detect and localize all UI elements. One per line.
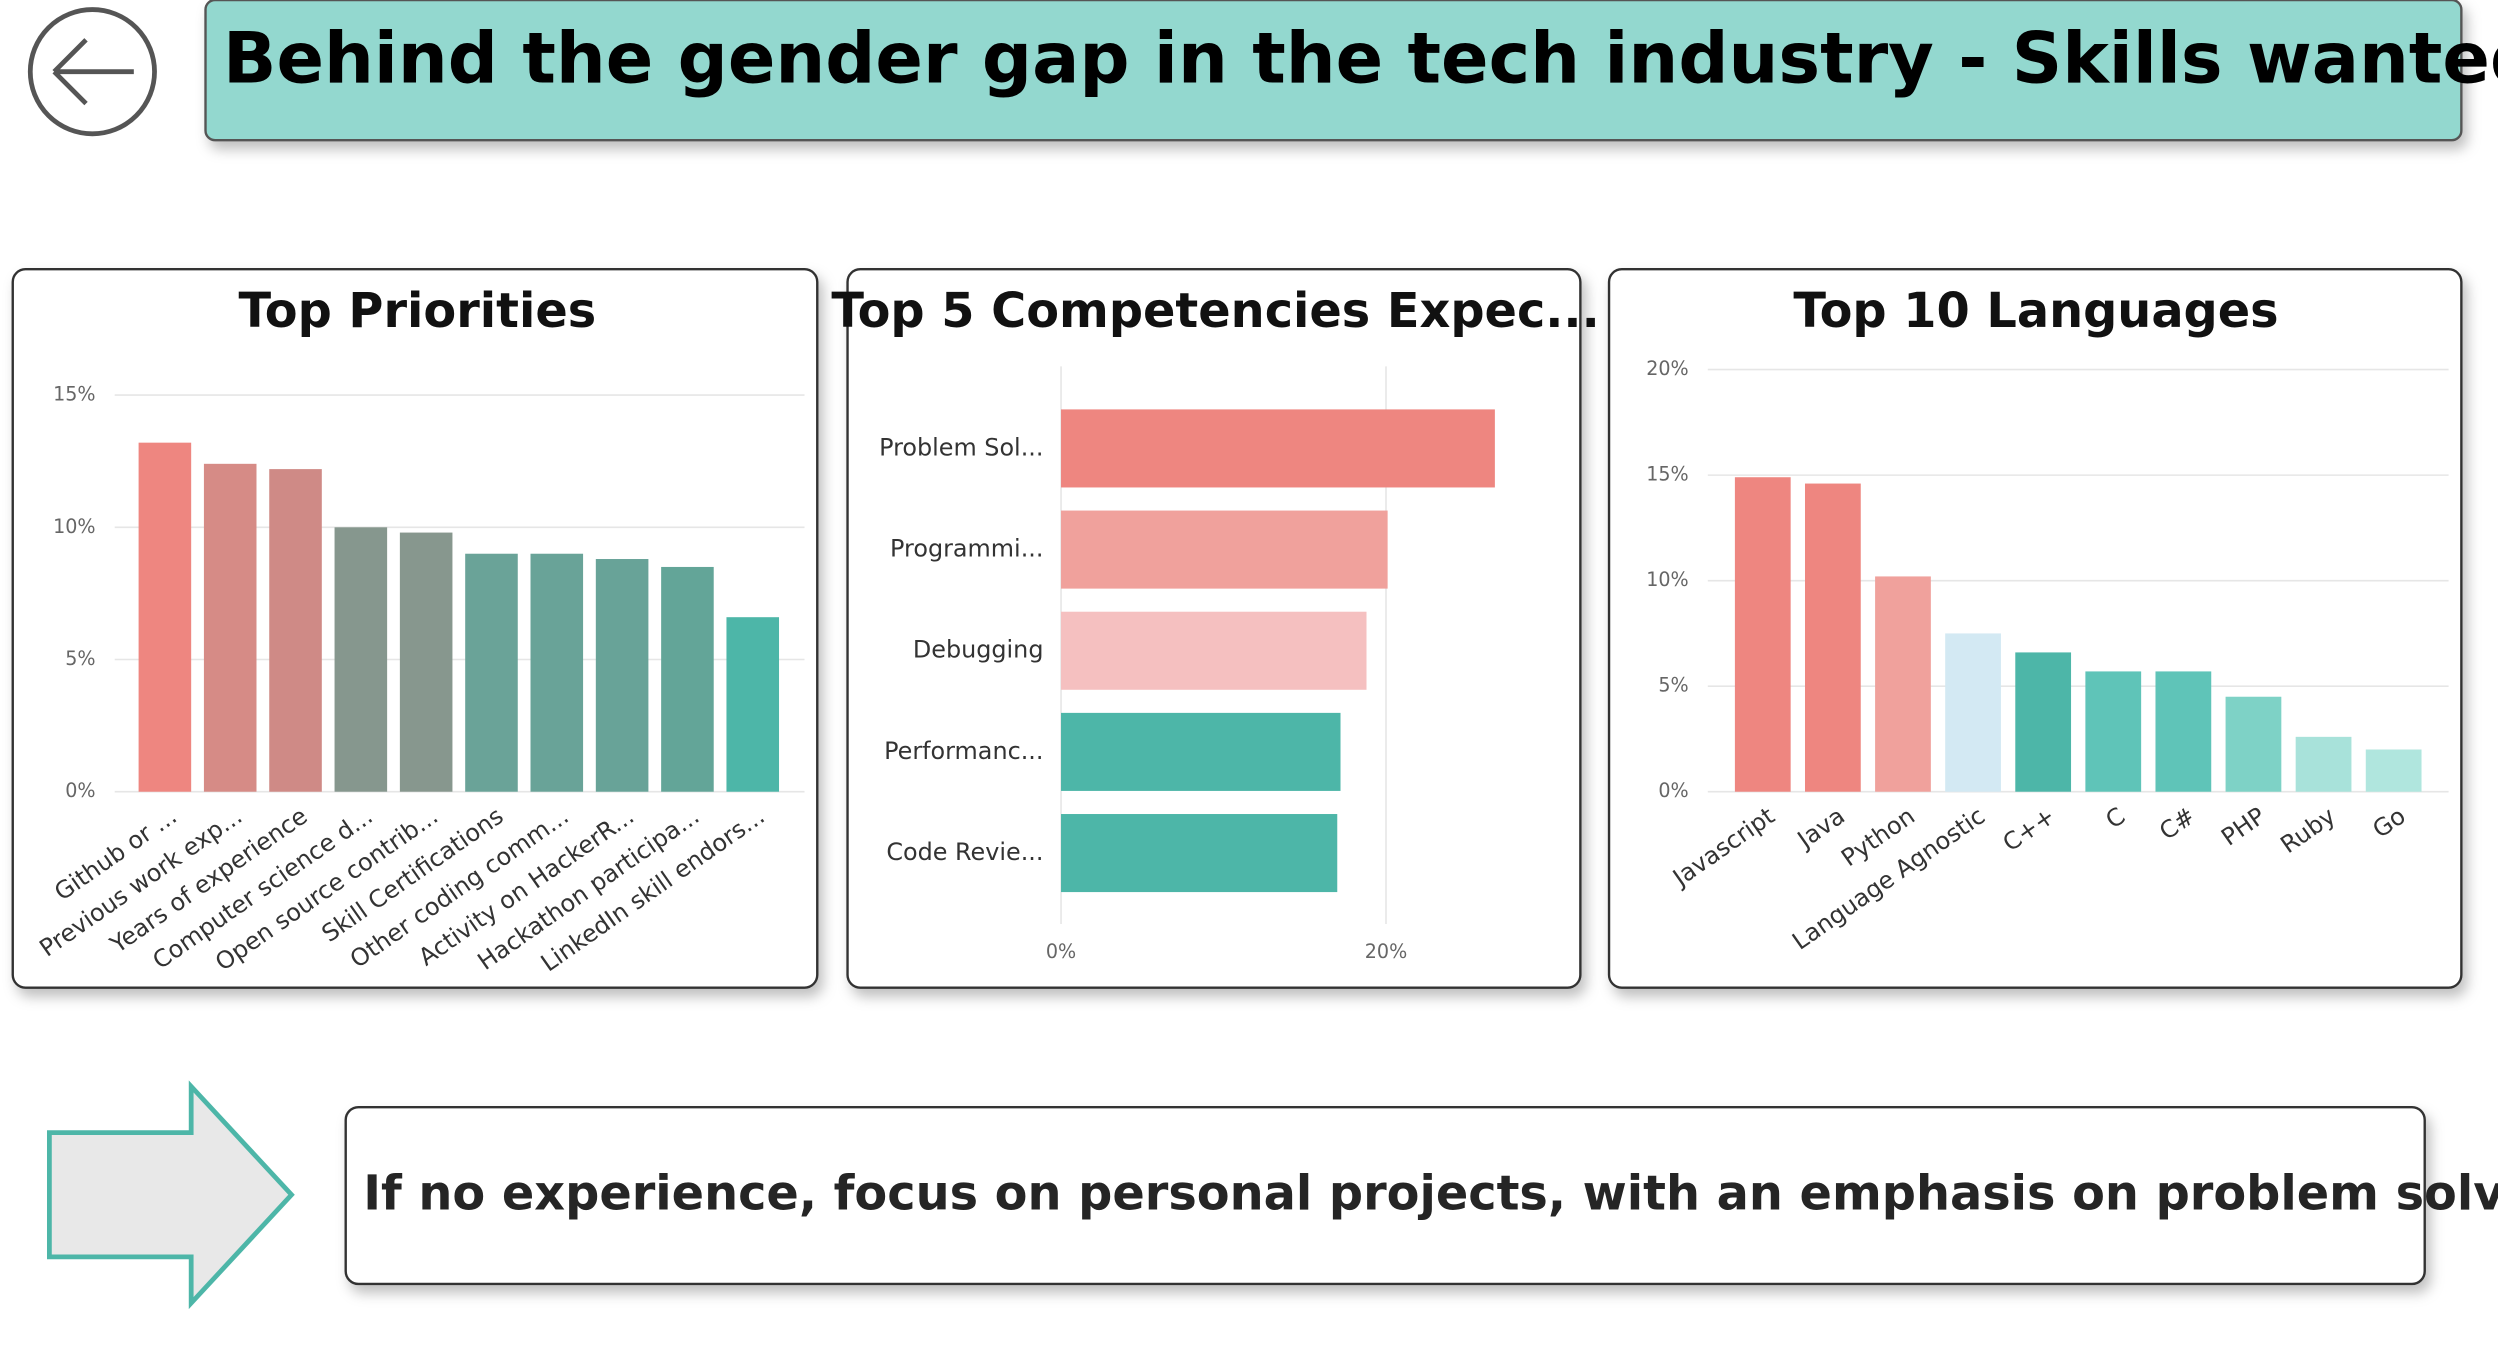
bar xyxy=(661,566,714,792)
bar xyxy=(2015,652,2072,792)
y-tick-label: Debugging xyxy=(913,636,1044,664)
bar xyxy=(1061,510,1388,589)
bar xyxy=(1875,576,1931,792)
y-tick-label: 15% xyxy=(1646,463,1688,486)
y-tick-label: 15% xyxy=(53,383,95,406)
y-tick-label: 5% xyxy=(1658,674,1688,697)
bar xyxy=(269,469,322,792)
callout-box xyxy=(344,1105,2426,1286)
bar xyxy=(2295,736,2352,792)
chart-title: Top 5 Competencies Expec... xyxy=(831,284,1599,339)
y-tick-label: 0% xyxy=(65,779,95,802)
bar xyxy=(334,527,388,792)
bar xyxy=(1945,633,2001,792)
bar xyxy=(726,617,780,792)
y-tick-label: 10% xyxy=(1646,568,1688,591)
bar xyxy=(2085,671,2142,792)
bar xyxy=(1061,712,1341,791)
y-tick-label: 20% xyxy=(1646,357,1688,380)
y-tick-label: Code Revie... xyxy=(886,838,1043,866)
y-tick-label: Problem Sol... xyxy=(879,433,1043,461)
header-banner xyxy=(204,0,2463,142)
bar xyxy=(1061,409,1495,488)
y-tick-label: Programmi... xyxy=(890,535,1043,563)
back-button[interactable] xyxy=(27,7,157,137)
bar xyxy=(399,532,453,792)
bar xyxy=(530,553,584,792)
bar xyxy=(1061,611,1367,690)
y-tick-label: 5% xyxy=(65,647,95,670)
bar xyxy=(465,553,518,792)
y-tick-label: 0% xyxy=(1658,779,1688,802)
y-tick-label: Performanc... xyxy=(884,737,1043,765)
bar xyxy=(1804,483,1861,792)
bar xyxy=(2225,696,2282,792)
bar xyxy=(2155,671,2212,792)
chart-card xyxy=(1607,268,2463,989)
chart-title: Top 10 Languages xyxy=(1793,284,2278,339)
bar xyxy=(203,463,257,792)
bar xyxy=(1061,814,1338,893)
bar xyxy=(1734,477,1791,792)
x-tick-label: 0% xyxy=(1046,940,1076,963)
y-tick-label: 10% xyxy=(53,515,95,538)
arrow-icon xyxy=(46,1080,295,1310)
callout-text: If no experience, focus on personal proj… xyxy=(363,1166,2498,1221)
chart-title: Top Priorities xyxy=(239,284,597,339)
page-title: Behind the gender gap in the tech indust… xyxy=(223,18,2498,100)
x-tick-label: 20% xyxy=(1365,940,1407,963)
bar xyxy=(595,559,649,792)
bar xyxy=(2365,749,2422,792)
bar xyxy=(138,442,192,792)
